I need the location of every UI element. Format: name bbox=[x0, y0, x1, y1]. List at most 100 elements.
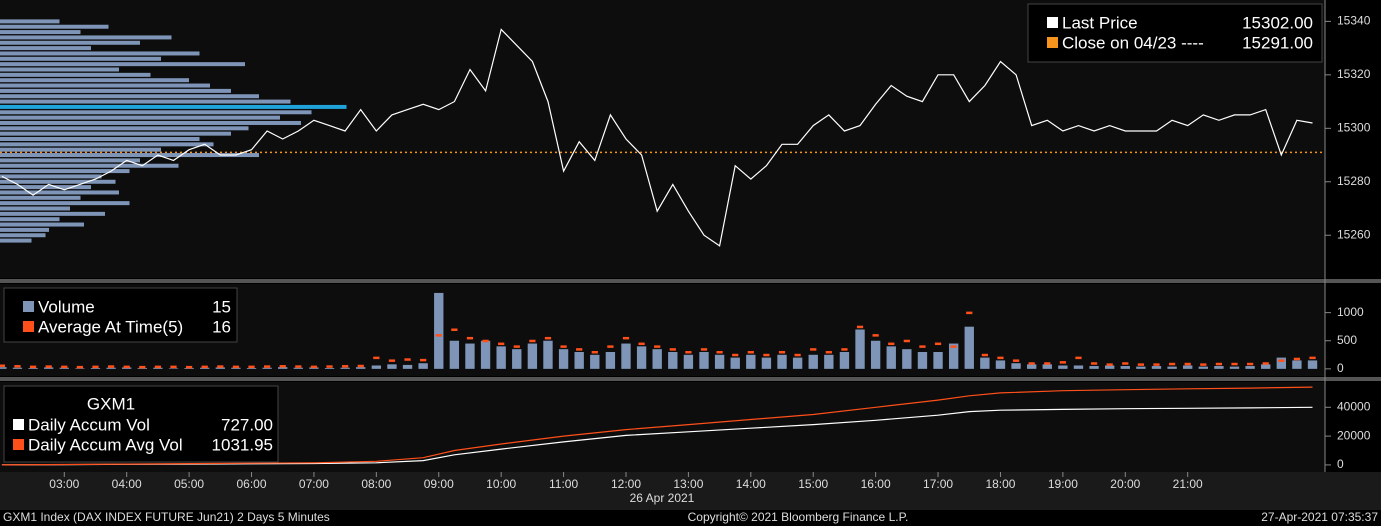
legend-swatch bbox=[23, 321, 34, 332]
legend-label: Volume bbox=[38, 297, 95, 316]
volume-bar bbox=[605, 351, 616, 369]
x-axis-band bbox=[0, 472, 1381, 510]
average-marker bbox=[669, 348, 676, 351]
average-marker bbox=[326, 365, 333, 368]
profile-bar bbox=[0, 30, 81, 35]
average-marker bbox=[903, 339, 910, 343]
profile-bar bbox=[0, 56, 161, 61]
volume-bar bbox=[777, 354, 787, 369]
average-marker bbox=[170, 365, 177, 369]
volume-bar bbox=[917, 351, 928, 369]
legend-value: 15302.00 bbox=[1242, 13, 1313, 32]
series-line bbox=[1, 28, 1313, 247]
x-tick-label: 05:00 bbox=[174, 477, 204, 491]
average-marker bbox=[1309, 356, 1316, 360]
x-tick-label: 13:00 bbox=[673, 477, 703, 491]
average-marker bbox=[232, 365, 240, 369]
volume-bar bbox=[496, 346, 506, 369]
x-tick-label: 19:00 bbox=[1048, 477, 1078, 491]
legend-value: 1031.95 bbox=[212, 435, 273, 454]
volume-bar bbox=[90, 368, 101, 369]
profile-bar bbox=[0, 126, 249, 131]
profile-bar bbox=[0, 179, 116, 184]
average-marker bbox=[778, 350, 786, 354]
average-marker bbox=[1200, 363, 1207, 366]
x-tick-label: 10:00 bbox=[486, 477, 516, 491]
volume-bar bbox=[1136, 366, 1146, 369]
profile-bar bbox=[0, 94, 259, 99]
x-tick-label: 09:00 bbox=[424, 477, 454, 491]
volume-bar bbox=[278, 367, 288, 369]
volume-bar bbox=[262, 367, 272, 369]
volume-bar bbox=[137, 368, 147, 369]
average-marker bbox=[76, 365, 84, 369]
average-marker bbox=[560, 345, 567, 348]
profile-bar bbox=[0, 115, 280, 120]
average-marker bbox=[1059, 361, 1066, 364]
average-marker bbox=[1168, 362, 1176, 366]
profile-bar bbox=[0, 222, 84, 227]
x-tick-label: 18:00 bbox=[985, 477, 1015, 491]
profile-bar bbox=[0, 40, 140, 45]
profile-bar bbox=[0, 120, 301, 125]
volume-bar bbox=[371, 365, 382, 369]
profile-bar bbox=[0, 35, 172, 40]
legend-value: 15291.00 bbox=[1242, 33, 1313, 52]
volume-bar bbox=[309, 367, 319, 369]
average-marker bbox=[420, 358, 427, 362]
average-marker bbox=[716, 350, 723, 354]
volume-bar bbox=[387, 364, 397, 369]
footer-band bbox=[0, 510, 1381, 526]
volume-bar bbox=[480, 340, 491, 369]
legend-box bbox=[3, 385, 279, 463]
series-line bbox=[1, 386, 1313, 466]
volume-bar bbox=[356, 367, 366, 369]
average-marker bbox=[841, 348, 848, 351]
volume-bar bbox=[75, 368, 85, 369]
x-tick-label: 15:00 bbox=[798, 477, 828, 491]
profile-bar bbox=[0, 62, 245, 67]
volume-bar bbox=[683, 354, 694, 369]
average-marker bbox=[685, 350, 692, 354]
y-tick-label: 1000 bbox=[1337, 305, 1364, 319]
profile-bar bbox=[0, 88, 231, 93]
average-marker bbox=[1106, 363, 1113, 366]
volume-bar bbox=[1229, 366, 1240, 369]
y-tick-label: 15320 bbox=[1337, 67, 1371, 81]
average-marker bbox=[295, 365, 302, 368]
volume-bar bbox=[652, 349, 662, 369]
profile-bar bbox=[0, 131, 231, 136]
average-marker bbox=[888, 342, 895, 346]
y-tick-label: 15280 bbox=[1337, 174, 1371, 188]
volume-bar bbox=[122, 367, 132, 369]
volume-bar bbox=[808, 354, 818, 369]
average-marker bbox=[950, 345, 957, 348]
average-marker bbox=[794, 353, 801, 357]
average-marker bbox=[607, 345, 614, 348]
average-marker bbox=[14, 365, 21, 368]
footer-left: GXM1 Index (DAX INDEX FUTURE Jun21) 2 Da… bbox=[3, 510, 330, 524]
average-marker bbox=[810, 348, 817, 351]
legend-label: Average At Time(5) bbox=[38, 317, 183, 336]
volume-bar bbox=[434, 292, 444, 369]
profile-bar bbox=[0, 46, 91, 51]
volume-bar bbox=[153, 367, 163, 369]
legend-label: Last Price bbox=[1062, 13, 1138, 32]
separator bbox=[0, 377, 1381, 381]
average-marker bbox=[185, 365, 193, 369]
average-marker bbox=[45, 365, 52, 368]
volume-bar bbox=[168, 368, 179, 369]
x-tick-label: 20:00 bbox=[1110, 477, 1140, 491]
volume-bar bbox=[1167, 366, 1177, 369]
volume-bar bbox=[184, 368, 194, 369]
profile-bar bbox=[0, 190, 119, 195]
average-marker bbox=[201, 365, 208, 369]
volume-bar bbox=[1183, 365, 1193, 369]
average-marker bbox=[1137, 363, 1145, 366]
profile-bar bbox=[0, 201, 130, 206]
volume-bar bbox=[1276, 357, 1286, 369]
volume-bar bbox=[590, 354, 600, 369]
x-tick-label: 11:00 bbox=[549, 477, 578, 491]
profile-bar bbox=[0, 195, 81, 200]
